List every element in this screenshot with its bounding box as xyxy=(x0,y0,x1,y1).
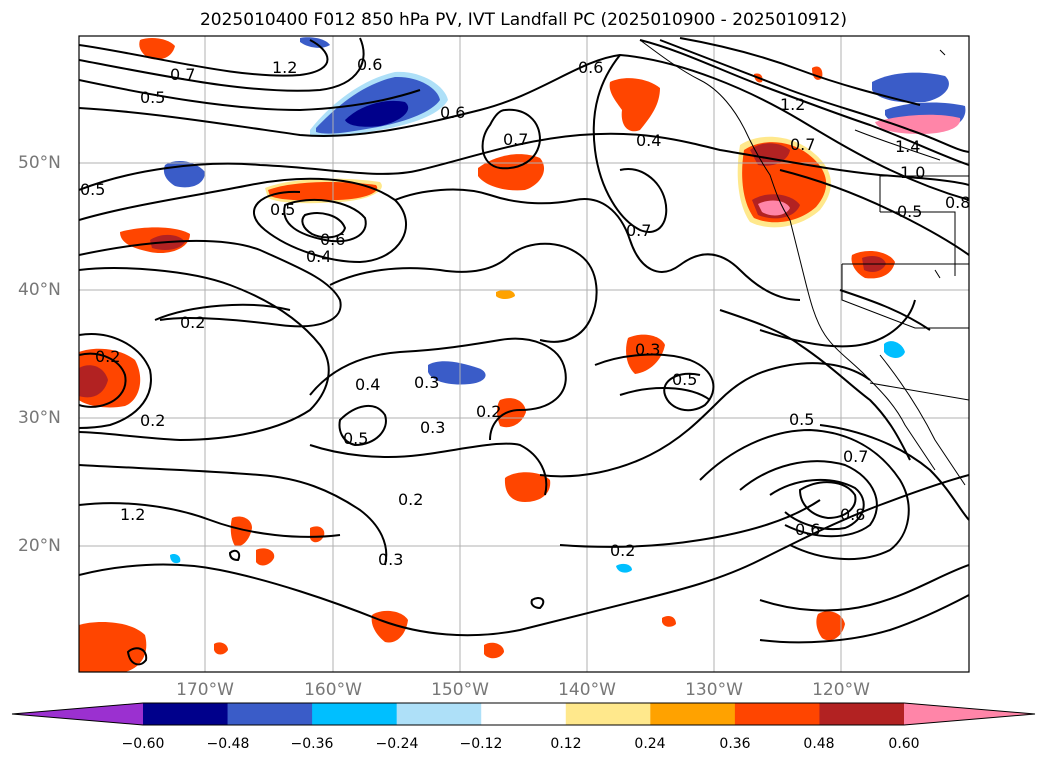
ivt-contours xyxy=(79,37,969,666)
colorbar-cell xyxy=(143,703,229,725)
colorbar-tick-label: −0.36 xyxy=(290,736,334,752)
contour-label: 0.3 xyxy=(420,418,445,437)
contour-label: 0.7 xyxy=(170,65,195,84)
contour-label: 1.2 xyxy=(780,95,805,114)
colorbar-cell xyxy=(396,703,482,725)
latitude-label: 50°N xyxy=(18,153,61,173)
contour-label: 0.6 xyxy=(320,230,345,249)
contour-label: 0.4 xyxy=(306,247,331,266)
contour-label: 0.2 xyxy=(140,411,165,430)
colorbar-extend-min xyxy=(12,703,143,725)
colorbar-cell xyxy=(819,703,905,725)
latitude-label: 20°N xyxy=(18,536,61,556)
pv-shading xyxy=(79,37,966,672)
colorbar-cell xyxy=(227,703,313,725)
colorbar-cell xyxy=(565,703,651,725)
contour-label: 0.7 xyxy=(503,130,528,149)
contour-label: 0.8 xyxy=(945,193,970,212)
contour-label: 0.5 xyxy=(80,180,105,199)
colorbar-cell xyxy=(481,703,567,725)
contour-label: 0.2 xyxy=(398,490,423,509)
contour-label: 0.3 xyxy=(378,550,403,569)
contour-label: 0.2 xyxy=(476,402,501,421)
colorbar-cell xyxy=(734,703,820,725)
contour-label: 0.6 xyxy=(440,103,465,122)
longitude-label: 170°W xyxy=(176,680,234,700)
contour-label: 0.7 xyxy=(790,135,815,154)
contour-label: 0.6 xyxy=(357,55,382,74)
coastlines xyxy=(639,39,969,486)
latitude-label: 40°N xyxy=(18,280,61,300)
contour-label: 0.5 xyxy=(789,410,814,429)
colorbar-extend-max xyxy=(904,703,1035,725)
colorbar-tick-label: 0.48 xyxy=(803,736,835,752)
contour-label: 0.2 xyxy=(95,347,120,366)
colorbar-tick-label: −0.48 xyxy=(206,736,250,752)
longitude-label: 150°W xyxy=(431,680,489,700)
contour-label: 0.2 xyxy=(180,313,205,332)
longitude-label: 160°W xyxy=(304,680,362,700)
contour-label: 0.2 xyxy=(610,541,635,560)
contour-label: 0.4 xyxy=(355,375,380,394)
map-frame xyxy=(78,35,970,673)
colorbar-tick-label: 0.12 xyxy=(550,736,582,752)
longitude-label: 120°W xyxy=(812,680,870,700)
colorbar-cell xyxy=(312,703,398,725)
contour-label: 1.2 xyxy=(120,505,145,524)
colorbar-tick-label: 0.24 xyxy=(634,736,666,752)
longitude-label: 130°W xyxy=(685,680,743,700)
colorbar-tick-label: −0.12 xyxy=(459,736,503,752)
contour-label: 0.6 xyxy=(795,520,820,539)
map-title: 2025010400 F012 850 hPa PV, IVT Landfall… xyxy=(199,10,847,30)
contour-label: 0.5 xyxy=(897,202,922,221)
colorbar xyxy=(11,702,1036,726)
contour-label: 1.2 xyxy=(272,58,297,77)
contour-label: 0.7 xyxy=(843,447,868,466)
contour-label: 1.0 xyxy=(900,163,925,182)
contour-label: 0.5 xyxy=(343,429,368,448)
contour-label: 0.6 xyxy=(578,58,603,77)
contour-label: 0.5 xyxy=(672,370,697,389)
contour-label: 1.4 xyxy=(895,137,920,156)
contour-label: 0.7 xyxy=(626,221,651,240)
colorbar-tick-label: 0.36 xyxy=(719,736,751,752)
colorbar-tick-label: −0.24 xyxy=(375,736,419,752)
contour-label: 0.8 xyxy=(840,505,865,524)
contour-label: 0.4 xyxy=(636,131,661,150)
colorbar-tick-label: 0.60 xyxy=(888,736,920,752)
latitude-label: 30°N xyxy=(18,408,61,428)
contour-label-layer: 0.7 0.5 1.2 0.6 0.6 0.7 0.4 0.5 1.2 0.7 … xyxy=(80,55,970,569)
colorbar-tick-label: −0.60 xyxy=(121,736,165,752)
contour-label: 0.3 xyxy=(414,373,439,392)
contour-label: 0.5 xyxy=(140,88,165,107)
contour-label: 0.5 xyxy=(270,200,295,219)
contour-label: 0.3 xyxy=(635,340,660,359)
colorbar-cell xyxy=(650,703,736,725)
longitude-label: 140°W xyxy=(558,680,616,700)
